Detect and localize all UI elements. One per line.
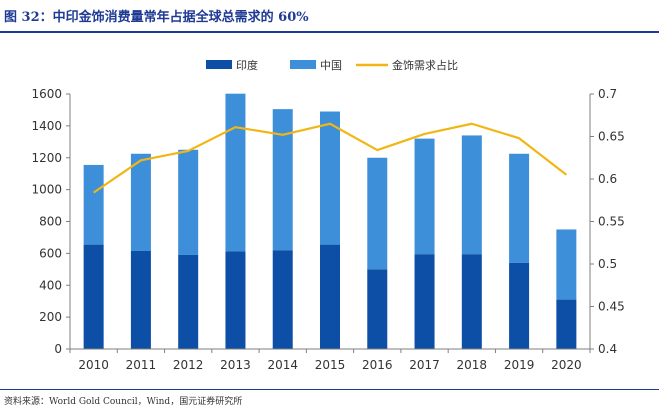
x-tick-label: 2017 <box>409 358 440 372</box>
bar-china <box>461 135 482 255</box>
bar-india <box>556 299 577 349</box>
bar-india <box>461 254 482 349</box>
legend: 印度 中国 金饰需求占比 <box>206 58 458 72</box>
bar-india <box>272 250 293 349</box>
x-tick-label: 2019 <box>504 358 535 372</box>
figure-title: 图 32：中印金饰消费量常年占据全球总需求的 60% <box>4 10 309 25</box>
axes: 0 200 400 600 800 1000 1200 1400 1600 0.4 0.45 0.5 0… <box>31 87 624 372</box>
title-divider <box>0 31 659 33</box>
x-tick-label: 2012 <box>173 358 204 372</box>
y-left-tick-label: 1200 <box>31 151 62 165</box>
y-left-tick-label: 400 <box>39 278 62 292</box>
bar-china <box>367 157 388 270</box>
source-note: 资料来源：World Gold Council，Wind，国元证券研究所 <box>4 397 243 407</box>
bar-india <box>130 250 151 349</box>
legend-label-india: 印度 <box>236 58 258 72</box>
y-left-tick-label: 0 <box>54 342 62 356</box>
bar-china <box>178 149 199 255</box>
legend-label-china: 中国 <box>320 59 342 72</box>
bar-india <box>367 269 388 349</box>
y-right-tick-label: 0.45 <box>598 300 625 314</box>
bar-india <box>320 244 340 349</box>
bar-india <box>83 244 104 349</box>
y-right-tick-label: 0.55 <box>598 215 625 229</box>
x-tick-label: 2015 <box>315 358 346 372</box>
bar-china <box>556 229 577 300</box>
y-right-tick-label: 0.6 <box>598 172 617 186</box>
y-left-tick-label: 1400 <box>31 119 62 133</box>
y-left-tick-label: 800 <box>39 215 62 229</box>
y-left-tick-label: 1000 <box>31 183 62 197</box>
legend-label-share: 金饰需求占比 <box>392 58 458 72</box>
y-left-tick-label: 600 <box>39 246 62 260</box>
x-tick-label: 2011 <box>126 358 157 372</box>
bar-china <box>83 164 104 245</box>
footer-divider <box>0 389 659 390</box>
y-right-tick-label: 0.4 <box>598 342 617 356</box>
bar-china <box>414 138 435 255</box>
bar-china <box>320 111 340 245</box>
legend-swatch-india <box>206 60 232 69</box>
legend-swatch-china <box>290 60 316 69</box>
bars <box>83 93 577 349</box>
chart: 印度 中国 金饰需求占比 0 200 400 600 800 1000 1200 1400 1600… <box>31 58 624 372</box>
y-right-tick-label: 0.7 <box>598 87 617 101</box>
y-left-tick-label: 200 <box>39 310 62 324</box>
y-right-tick-label: 0.5 <box>598 257 617 271</box>
x-tick-label: 2016 <box>362 358 393 372</box>
x-tick-label: 2014 <box>267 358 298 372</box>
bar-india <box>414 254 435 349</box>
bar-china <box>272 109 293 251</box>
bar-china <box>509 153 530 263</box>
x-tick-label: 2013 <box>220 358 251 372</box>
x-tick-label: 2010 <box>78 358 109 372</box>
x-tick-label: 2018 <box>457 358 488 372</box>
x-tick-label: 2020 <box>551 358 582 372</box>
bar-india <box>178 254 199 349</box>
y-right-tick-label: 0.65 <box>598 130 625 144</box>
y-left-tick-label: 1600 <box>31 87 62 101</box>
bar-china <box>130 153 151 251</box>
bar-china <box>225 93 246 252</box>
bar-india <box>225 251 246 349</box>
bar-india <box>509 262 530 349</box>
share-line-layer <box>93 122 568 194</box>
